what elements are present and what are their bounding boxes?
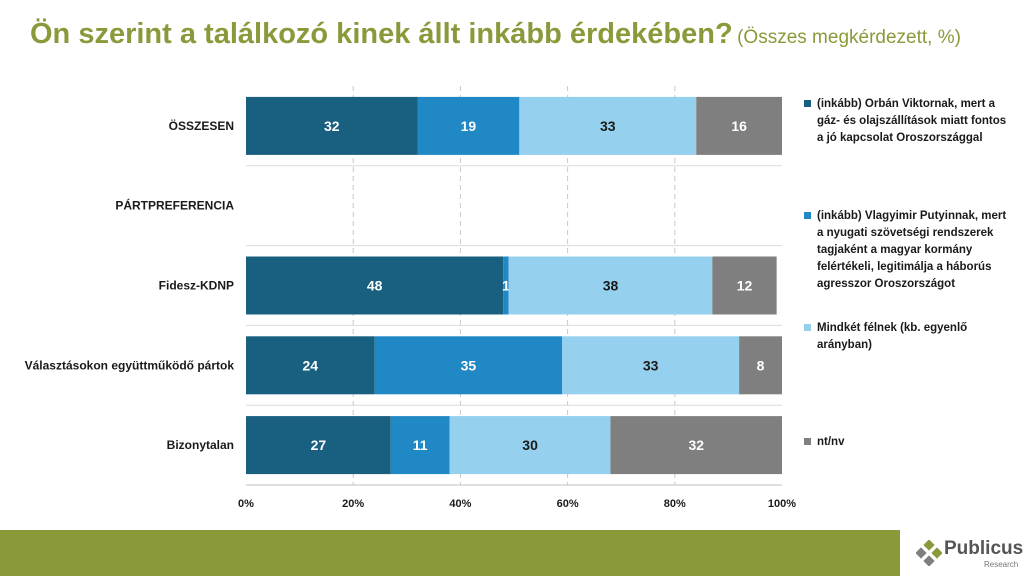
data-label-4-0: 27 <box>311 437 327 453</box>
bar-0-1 <box>417 96 520 155</box>
legend-swatch-2 <box>804 324 811 331</box>
bar-3-1 <box>374 336 563 395</box>
data-label-0-0: 32 <box>324 118 340 134</box>
category-label-0: ÖSSZESEN <box>169 118 234 133</box>
legend-swatch-3 <box>804 438 811 445</box>
legend-item-3: nt/nv <box>804 434 1014 451</box>
bar-0-0 <box>246 96 418 155</box>
legend-item-2: Mindkét félnek (kb. egyenlő arányban) <box>804 320 1014 354</box>
legend-swatch-1 <box>804 212 811 219</box>
chart-title: Ön szerint a találkozó kinek állt inkább… <box>30 18 1010 51</box>
x-tick-label-1: 20% <box>342 498 364 510</box>
bar-4-0 <box>246 416 391 475</box>
bar-2-1 <box>503 256 509 315</box>
publicus-logo: Publicus Research <box>916 536 1024 572</box>
data-label-3-2: 33 <box>643 357 659 373</box>
bar-2-2 <box>508 256 713 315</box>
data-label-0-1: 19 <box>461 118 477 134</box>
data-label-0-2: 33 <box>600 118 616 134</box>
data-label-2-1: 1 <box>502 278 510 294</box>
bar-2-0 <box>246 256 504 315</box>
bar-2-3 <box>712 256 777 315</box>
x-tick-label-0: 0% <box>238 498 254 510</box>
category-label-1: PÁRTPREFERENCIA <box>115 198 234 213</box>
bar-0-2 <box>519 96 697 155</box>
data-label-2-0: 48 <box>367 278 383 294</box>
chart-title-sub: (Összes megkérdezett, %) <box>737 27 961 48</box>
bar-0-3 <box>696 96 782 155</box>
category-label-2: Fidesz-KDNP <box>159 279 234 293</box>
data-label-3-3: 8 <box>757 357 765 373</box>
legend-item-1: (inkább) Vlagyimir Putyinnak, mert a nyu… <box>804 208 1014 293</box>
x-tick-label-2: 40% <box>449 498 471 510</box>
legend-swatch-0 <box>804 100 811 107</box>
stacked-bar-chart: 32 19 33 16 ÖSSZESEN PÁRTPREFERENCIA 48 1 38 12 Fi… <box>25 86 796 510</box>
legend-label-0: (inkább) Orbán Viktornak, mert a gáz- és… <box>817 98 1007 144</box>
bar-3-0 <box>246 336 375 395</box>
data-label-4-3: 32 <box>688 437 704 453</box>
x-tick-label-4: 80% <box>664 498 686 510</box>
footer-band <box>0 530 900 576</box>
bar-3-2 <box>562 336 740 395</box>
data-label-3-1: 35 <box>461 357 477 373</box>
category-label-4: Bizonytalan <box>167 438 234 452</box>
category-label-3: Választásokon együttműködő pártok <box>25 358 235 372</box>
data-label-2-2: 38 <box>603 278 619 294</box>
legend-label-1: (inkább) Vlagyimir Putyinnak, mert a nyu… <box>817 210 1007 290</box>
logo-text: Publicus <box>944 538 1024 559</box>
bar-4-2 <box>449 416 611 475</box>
data-label-4-1: 11 <box>413 437 428 453</box>
logo-subtext: Research <box>984 560 1019 569</box>
publicus-logo-mark-icon <box>916 540 942 566</box>
bar-4-3 <box>610 416 782 475</box>
x-tick-label-3: 60% <box>557 498 579 510</box>
bar-4-1 <box>390 416 450 475</box>
legend-item-0: (inkább) Orbán Viktornak, mert a gáz- és… <box>804 96 1014 147</box>
chart-title-main: Ön szerint a találkozó kinek állt inkább… <box>30 18 733 50</box>
legend-label-2: Mindkét félnek (kb. egyenlő arányban) <box>817 322 968 351</box>
data-label-2-3: 12 <box>737 278 753 294</box>
data-label-3-0: 24 <box>303 357 319 373</box>
x-tick-label-5: 100% <box>768 498 796 510</box>
bar-3-3 <box>739 336 782 395</box>
legend-label-3: nt/nv <box>817 436 845 448</box>
data-label-0-3: 16 <box>731 118 747 134</box>
data-label-4-2: 30 <box>522 437 538 453</box>
